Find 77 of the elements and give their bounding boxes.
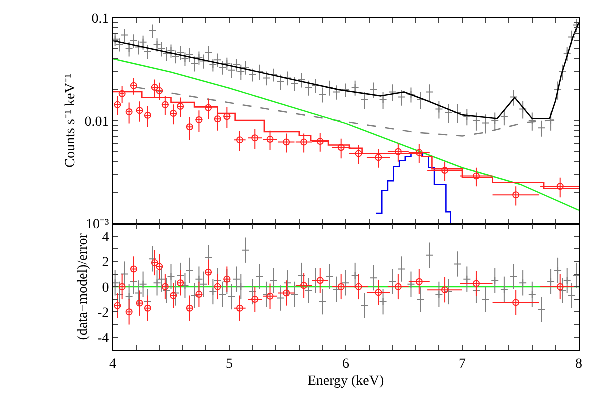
y-tick-label: 4 [102,230,110,246]
y-tick-label: 0.01 [84,114,110,130]
point [177,103,184,110]
point [205,104,212,112]
point [442,166,449,174]
x-tick-label: 8 [576,356,582,372]
point [355,150,362,158]
point [512,299,520,306]
point [144,112,152,119]
point [196,116,203,124]
point [186,304,194,312]
point [375,154,382,162]
point [375,289,382,296]
y-tick-label: 0 [102,280,110,296]
point [316,277,324,284]
point [196,290,203,298]
point [355,283,362,290]
x-tick-label: 5 [226,356,233,372]
point [338,283,345,290]
point [224,113,231,120]
point [224,276,231,283]
point [170,292,178,300]
point [283,138,290,146]
point [338,144,345,152]
point [170,110,178,118]
y-axis-title: (data−model)/error [76,233,92,340]
point [394,283,402,290]
point [214,283,222,290]
point [442,286,449,294]
x-tick-label: 7 [459,356,466,372]
point [300,138,308,146]
point [118,90,126,98]
point [130,266,138,273]
point [126,308,133,316]
point [416,149,423,156]
point [300,282,308,290]
point [186,124,194,131]
point [151,259,158,266]
y-tick-label: -2 [98,306,110,322]
point [162,101,169,108]
point [130,82,138,90]
point [266,292,274,300]
point [556,183,564,190]
point [114,302,122,310]
point [177,280,184,287]
point [236,304,244,312]
y-tick-label: 0.1 [92,12,110,27]
point [144,304,152,312]
y-tick-label: -4 [98,331,110,346]
point [205,268,212,276]
point [283,290,290,297]
point [156,263,164,270]
point [472,280,480,288]
x-tick-label: 6 [342,356,350,372]
point [136,300,144,307]
y-tick-label: 2 [102,256,110,271]
point [472,172,480,180]
point [394,148,402,156]
point [316,138,324,146]
point [236,136,244,144]
point [252,296,259,304]
x-axis-title: Energy (keV) [308,374,384,390]
point [252,134,259,142]
point [266,136,274,143]
point [151,84,158,92]
y-axis-title: Counts s⁻¹ keV⁻¹ [63,74,78,168]
point [126,108,133,116]
point [118,283,126,290]
point [416,278,423,286]
point [512,192,520,199]
point [136,107,144,114]
point [556,283,564,290]
point [156,87,164,94]
line-series [113,58,579,212]
y-tick-label: 10⁻³ [86,218,110,233]
point [214,116,222,123]
point [162,283,169,290]
